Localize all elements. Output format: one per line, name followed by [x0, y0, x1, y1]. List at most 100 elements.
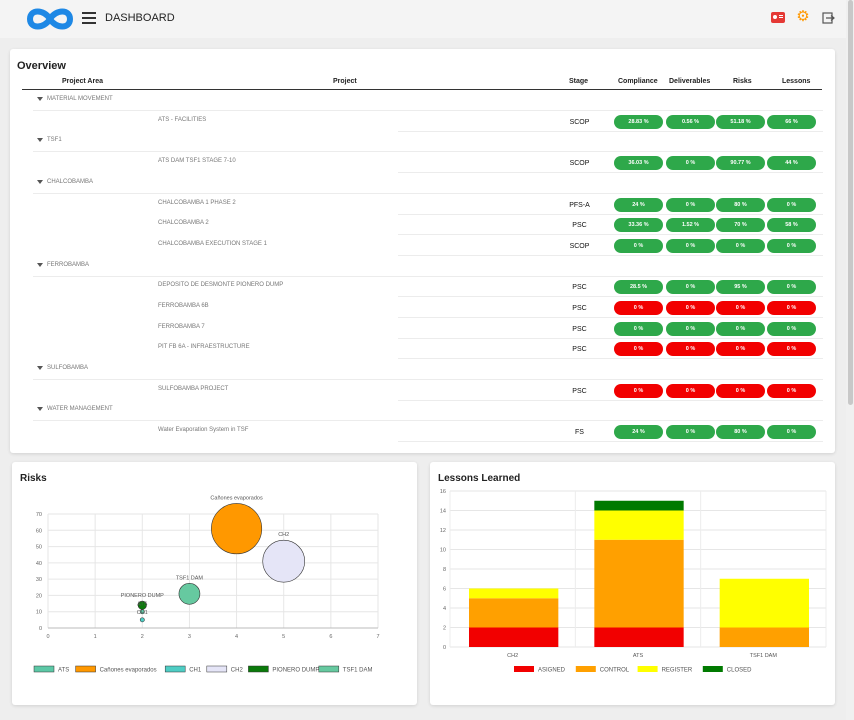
- project-name[interactable]: ATS - FACILITIES: [158, 117, 207, 123]
- deliverables-badge[interactable]: 0 %: [666, 301, 715, 315]
- menu-icon[interactable]: [82, 12, 96, 26]
- expand-triangle-icon[interactable]: [37, 366, 43, 370]
- compliance-badge[interactable]: 36.03 %: [614, 156, 663, 170]
- deliverables-badge[interactable]: 0 %: [666, 425, 715, 439]
- table-row[interactable]: ATS DAM TSF1 STAGE 7-10 SCOP 36.03 % 0 % 90.…: [33, 152, 823, 173]
- x-tick-label: 1: [94, 634, 97, 640]
- compliance-badge[interactable]: 24 %: [614, 425, 663, 439]
- row-divider: [398, 358, 823, 359]
- table-row[interactable]: Water Evaporation System in TSF FS 24 % 0 %…: [33, 421, 823, 442]
- lessons-badge[interactable]: 0 %: [767, 301, 816, 315]
- project-name[interactable]: CHALCOBAMBA 1 PHASE 2: [158, 200, 236, 206]
- table-row[interactable]: PIT FB 6A - INFRAESTRUCTURE PSC 0 % 0 % 0 % 0…: [33, 338, 823, 359]
- lessons-badge[interactable]: 66 %: [767, 115, 816, 129]
- group-row[interactable]: TSF1: [33, 131, 823, 152]
- compliance-badge[interactable]: 28.5 %: [614, 280, 663, 294]
- risks-badge[interactable]: 51.18 %: [716, 115, 765, 129]
- project-name[interactable]: CHALCOBAMBA 2: [158, 220, 209, 226]
- deliverables-badge[interactable]: 0 %: [666, 239, 715, 253]
- legend-swatch: [206, 665, 228, 673]
- lessons-badge[interactable]: 58 %: [767, 218, 816, 232]
- risks-badge[interactable]: 0 %: [716, 239, 765, 253]
- column-header-stage[interactable]: Stage: [569, 78, 589, 85]
- column-header-compliance[interactable]: Compliance: [618, 78, 658, 85]
- lessons-badge[interactable]: 0 %: [767, 425, 816, 439]
- deliverables-badge[interactable]: 0 %: [666, 322, 715, 336]
- compliance-badge[interactable]: 33.36 %: [614, 218, 663, 232]
- row-divider: [398, 296, 823, 297]
- gear-icon[interactable]: ⚙: [796, 8, 810, 25]
- expand-triangle-icon[interactable]: [37, 263, 43, 267]
- lessons-badge[interactable]: 0 %: [767, 322, 816, 336]
- expand-triangle-icon[interactable]: [37, 97, 43, 101]
- deliverables-badge[interactable]: 0 %: [666, 156, 715, 170]
- expand-triangle-icon[interactable]: [37, 138, 43, 142]
- compliance-badge[interactable]: 24 %: [614, 198, 663, 212]
- project-name[interactable]: SULFOBAMBA PROJECT: [158, 386, 229, 392]
- column-header-risks[interactable]: Risks: [733, 78, 752, 85]
- deliverables-badge[interactable]: 0 %: [666, 280, 715, 294]
- risks-badge[interactable]: 0 %: [716, 384, 765, 398]
- table-row[interactable]: SULFOBAMBA PROJECT PSC 0 % 0 % 0 % 0 %: [33, 380, 823, 401]
- contact-card-icon[interactable]: [771, 12, 785, 23]
- project-name[interactable]: ATS DAM TSF1 STAGE 7-10: [158, 158, 236, 164]
- expand-triangle-icon[interactable]: [37, 180, 43, 184]
- lessons-badge[interactable]: 0 %: [767, 280, 816, 294]
- bubble-ca-ones-evaporados: [211, 503, 263, 555]
- project-name[interactable]: Water Evaporation System in TSF: [158, 427, 249, 433]
- deliverables-badge[interactable]: 0.56 %: [666, 115, 715, 129]
- lessons-badge[interactable]: 0 %: [767, 198, 816, 212]
- group-row[interactable]: WATER MANAGEMENT: [33, 400, 823, 421]
- table-row[interactable]: DEPOSITO DE DESMONTE PIONERO DUMP PSC 28.5…: [33, 276, 823, 297]
- logout-icon[interactable]: [821, 11, 835, 25]
- risks-badge[interactable]: 0 %: [716, 322, 765, 336]
- compliance-badge[interactable]: 0 %: [614, 239, 663, 253]
- y-tick-label: 10: [440, 548, 446, 554]
- row-divider: [398, 131, 823, 132]
- compliance-badge[interactable]: 0 %: [614, 384, 663, 398]
- logo-icon[interactable]: [26, 5, 74, 33]
- compliance-badge[interactable]: 0 %: [614, 342, 663, 356]
- risks-badge[interactable]: 80 %: [716, 198, 765, 212]
- column-header-project-area[interactable]: Project Area: [62, 78, 103, 85]
- risks-badge[interactable]: 70 %: [716, 218, 765, 232]
- lessons-badge[interactable]: 44 %: [767, 156, 816, 170]
- group-row[interactable]: MATERIAL MOVEMENT: [33, 90, 823, 111]
- deliverables-badge[interactable]: 0 %: [666, 342, 715, 356]
- project-name[interactable]: FERROBAMBA 7: [158, 324, 205, 330]
- scrollbar-thumb[interactable]: [848, 0, 853, 405]
- risks-badge[interactable]: 90.77 %: [716, 156, 765, 170]
- expand-triangle-icon[interactable]: [37, 407, 43, 411]
- column-header-deliverables[interactable]: Deliverables: [669, 78, 711, 85]
- deliverables-badge[interactable]: 0 %: [666, 198, 715, 212]
- table-row[interactable]: FERROBAMBA 6B PSC 0 % 0 % 0 % 0 %: [33, 297, 823, 318]
- risks-badge[interactable]: 95 %: [716, 280, 765, 294]
- table-row[interactable]: CHALCOBAMBA EXECUTION STAGE 1 SCOP 0 % 0 % 0…: [33, 235, 823, 256]
- table-row[interactable]: FERROBAMBA 7 PSC 0 % 0 % 0 % 0 %: [33, 318, 823, 339]
- table-row[interactable]: CHALCOBAMBA 1 PHASE 2 PFS-A 24 % 0 % 80 % 0 %: [33, 194, 823, 215]
- compliance-badge[interactable]: 0 %: [614, 301, 663, 315]
- deliverables-badge[interactable]: 0 %: [666, 384, 715, 398]
- compliance-badge[interactable]: 28.83 %: [614, 115, 663, 129]
- risks-badge[interactable]: 0 %: [716, 342, 765, 356]
- table-row[interactable]: ATS - FACILITIES SCOP 28.83 % 0.56 % 51.18 %…: [33, 111, 823, 132]
- group-row[interactable]: FERROBAMBA: [33, 256, 823, 277]
- column-header-project[interactable]: Project: [333, 78, 357, 85]
- risks-badge[interactable]: 80 %: [716, 425, 765, 439]
- deliverables-badge[interactable]: 1.52 %: [666, 218, 715, 232]
- lessons-badge[interactable]: 0 %: [767, 239, 816, 253]
- project-name[interactable]: PIT FB 6A - INFRAESTRUCTURE: [158, 344, 250, 350]
- project-name[interactable]: CHALCOBAMBA EXECUTION STAGE 1: [158, 241, 267, 247]
- x-tick-label: 4: [235, 634, 238, 640]
- project-name[interactable]: DEPOSITO DE DESMONTE PIONERO DUMP: [158, 282, 284, 288]
- group-row[interactable]: SULFOBAMBA: [33, 359, 823, 380]
- group-row[interactable]: CHALCOBAMBA: [33, 173, 823, 194]
- compliance-badge[interactable]: 0 %: [614, 322, 663, 336]
- lessons-card: Lessons Learned 0 2 4 6 8 10 12 14 16 CH2 ATS TSF1 …: [430, 462, 835, 705]
- column-header-lessons[interactable]: Lessons: [782, 78, 811, 85]
- risks-badge[interactable]: 0 %: [716, 301, 765, 315]
- lessons-badge[interactable]: 0 %: [767, 384, 816, 398]
- lessons-badge[interactable]: 0 %: [767, 342, 816, 356]
- project-name[interactable]: FERROBAMBA 6B: [158, 303, 209, 309]
- table-row[interactable]: CHALCOBAMBA 2 PSC 33.36 % 1.52 % 70 % 58 %: [33, 214, 823, 235]
